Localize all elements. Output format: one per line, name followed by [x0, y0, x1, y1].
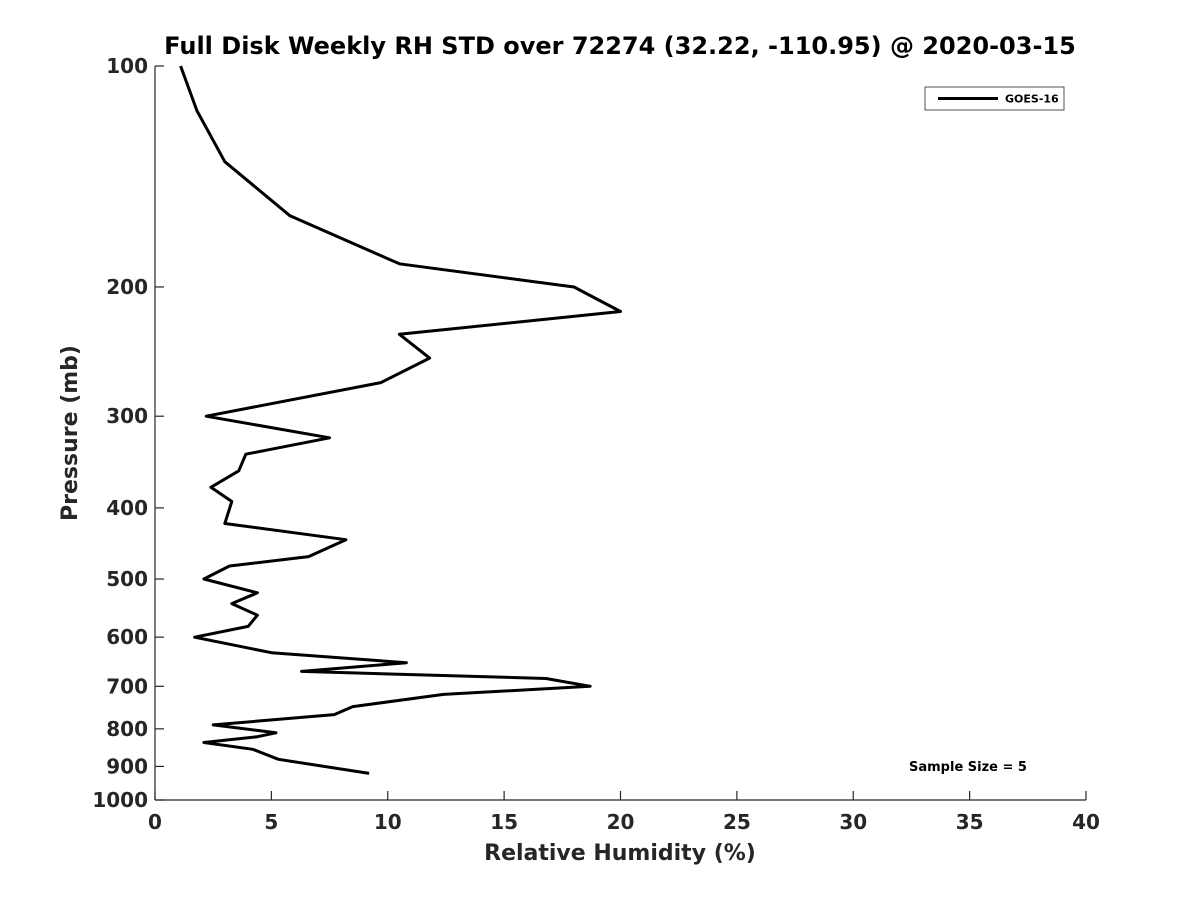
series-line-goes-16 — [179, 65, 622, 775]
x-axis-ticks: 0 5 10 15 20 25 30 35 40 — [148, 791, 1100, 834]
x-tick-label: 35 — [956, 810, 984, 834]
x-tick-label: 40 — [1072, 810, 1100, 834]
x-tick-label: 15 — [490, 810, 518, 834]
x-tick-label: 30 — [839, 810, 867, 834]
y-tick-label: 800 — [106, 717, 148, 741]
x-tick-label: 0 — [148, 810, 162, 834]
y-tick-label: 300 — [106, 404, 148, 428]
x-tick-label: 10 — [374, 810, 402, 834]
y-tick-label: 600 — [106, 625, 148, 649]
x-tick-label: 25 — [723, 810, 751, 834]
series-layer — [179, 65, 622, 775]
chart-title: Full Disk Weekly RH STD over 72274 (32.2… — [164, 32, 1076, 60]
x-axis-label: Relative Humidity (%) — [484, 841, 756, 866]
y-tick-label: 100 — [106, 54, 148, 78]
y-axis-ticks: 100 200 300 400 500 600 700 800 900 1000 — [92, 54, 164, 812]
y-tick-label: 400 — [106, 496, 148, 520]
y-axis-label: Pressure (mb) — [58, 345, 83, 521]
y-tick-label: 500 — [106, 567, 148, 591]
legend-label-goes-16: GOES-16 — [1005, 93, 1059, 106]
legend: GOES-16 — [924, 86, 1065, 111]
y-tick-label: 1000 — [92, 788, 148, 812]
y-tick-label: 700 — [106, 674, 148, 698]
x-tick-label: 20 — [607, 810, 635, 834]
sample-size-annotation: Sample Size = 5 — [909, 760, 1027, 775]
y-tick-label: 900 — [106, 754, 148, 778]
y-tick-label: 200 — [106, 275, 148, 299]
x-tick-label: 5 — [264, 810, 278, 834]
